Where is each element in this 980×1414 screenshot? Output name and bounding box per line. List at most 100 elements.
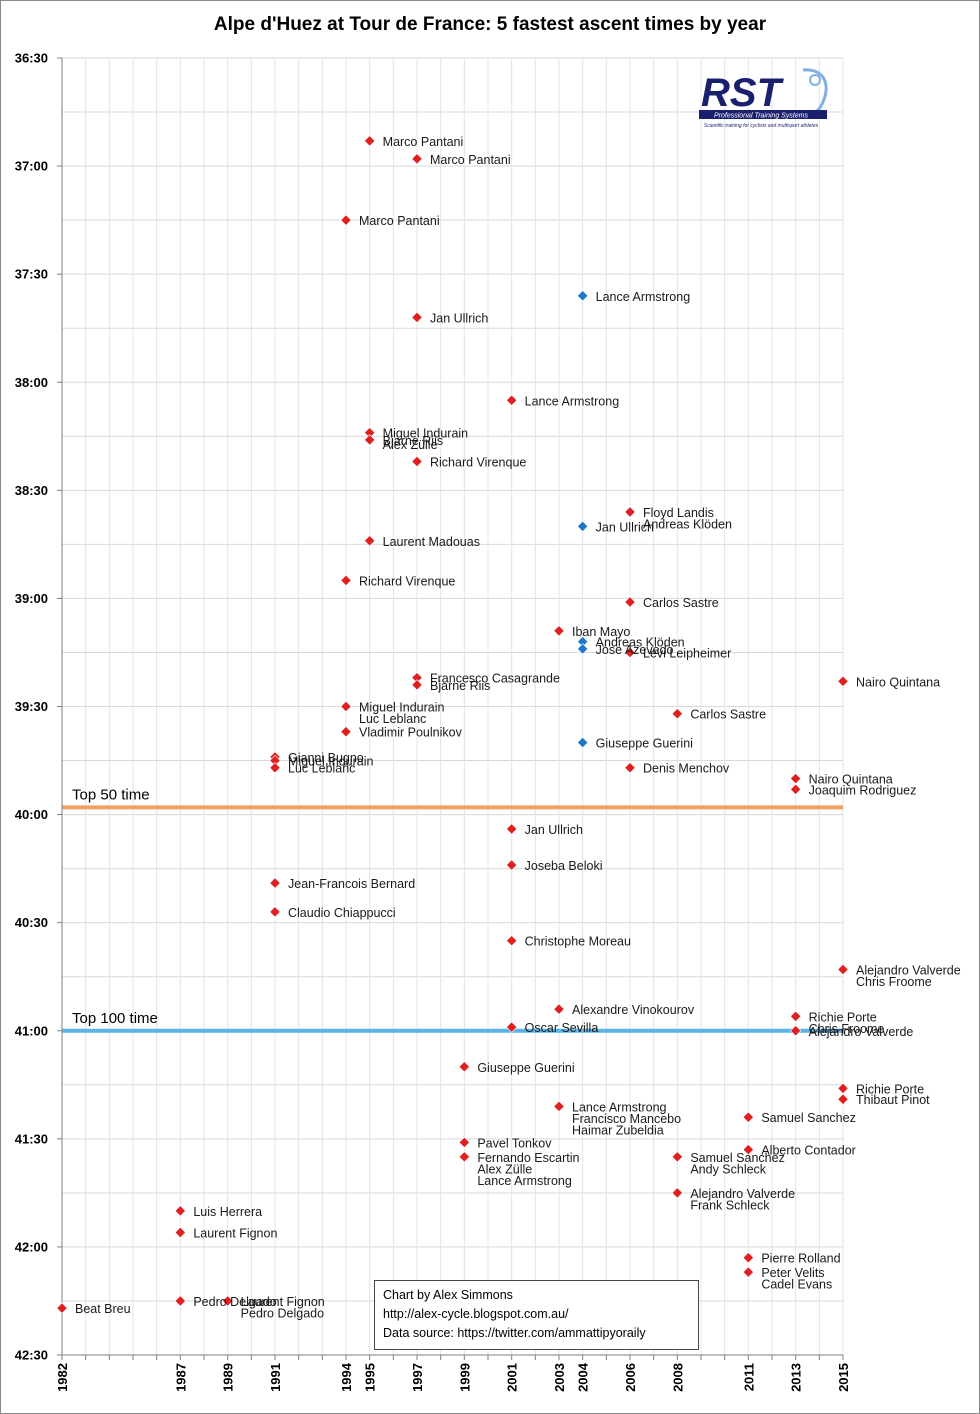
data-label: Gianni Bugno: [288, 751, 364, 765]
data-label: Alejandro Valverde: [856, 964, 961, 978]
data-label: Chris Froome: [856, 975, 932, 989]
x-tick-label: 1982: [55, 1363, 70, 1392]
data-label: Carlos Sastre: [643, 596, 719, 610]
data-point: [458, 1136, 470, 1149]
data-label: Cadel Evans: [761, 1278, 832, 1292]
data-label: Denis Menchov: [643, 762, 730, 776]
data-point: [56, 1302, 68, 1314]
y-tick-label: 37:00: [15, 159, 48, 174]
data-label: Alberto Contador: [761, 1144, 856, 1158]
data-point: [340, 726, 352, 738]
data-point: [577, 643, 589, 655]
data-label: Pedro Delgado: [193, 1295, 276, 1309]
data-point: [790, 772, 802, 785]
data-point: [742, 1111, 754, 1123]
data-point: [506, 394, 518, 406]
data-point: [624, 762, 636, 774]
data-label: Haimar Zubeldia: [572, 1123, 664, 1137]
data-point: [577, 520, 589, 532]
x-tick-label: 2008: [670, 1363, 685, 1392]
credit-source[interactable]: Data source: https://twitter.com/ammatti…: [383, 1326, 646, 1340]
x-tick-label: 2013: [789, 1363, 804, 1392]
reference-line-label: Top 50 time: [72, 786, 150, 803]
data-point: [553, 1003, 565, 1015]
data-label: Luc Leblanc: [359, 712, 426, 726]
data-point: [742, 1252, 754, 1264]
x-tick-label: 2011: [741, 1363, 756, 1391]
data-point: [411, 311, 423, 324]
y-tick-label: 41:00: [15, 1023, 48, 1038]
data-label: Joseba Beloki: [525, 859, 603, 873]
data-point: [269, 906, 281, 918]
data-label: Thibaut Pinot: [856, 1093, 930, 1107]
y-tick-label: 36:30: [15, 51, 48, 66]
data-point: [340, 700, 352, 713]
credit-url[interactable]: http://alex-cycle.blogspot.com.au/: [383, 1307, 569, 1321]
logo-banner: Professional Training Systems: [714, 113, 809, 120]
data-label: Carlos Sastre: [690, 708, 766, 722]
data-point: [174, 1295, 186, 1307]
x-tick-label: 1991: [268, 1363, 283, 1392]
data-label: Samuel Sanchez: [690, 1151, 785, 1165]
point-labels: Marco Pantani Marco Pantani Marco Pantani L…: [75, 135, 961, 1321]
data-label: Levi Leipheimer: [643, 646, 731, 660]
data-label: Miguel Indurain: [383, 427, 469, 441]
data-point: [269, 762, 281, 774]
data-point: [837, 963, 849, 976]
data-label: Fernando Escartin: [477, 1151, 579, 1165]
data-point: [671, 1151, 683, 1163]
x-tick-label: 2015: [836, 1363, 851, 1392]
data-label: Christophe Moreau: [525, 935, 631, 949]
data-label: Francesco Casagrande: [430, 672, 560, 686]
data-label: Miguel Indurain: [288, 755, 374, 769]
data-label: Pavel Tonkov: [477, 1136, 552, 1150]
data-label: Alejandro Valverde: [809, 1025, 914, 1039]
y-tick-label: 38:30: [15, 483, 48, 498]
x-tick-label: 1995: [363, 1363, 378, 1392]
x-tick-label: 1999: [457, 1363, 472, 1392]
data-point: [506, 823, 518, 835]
x-tick-label: 1997: [410, 1363, 425, 1392]
data-point: [790, 783, 802, 795]
data-point: [506, 935, 518, 947]
data-point: [269, 877, 281, 889]
reference-line-label: Top 100 time: [72, 1010, 158, 1027]
data-label: Miguel Indurain: [359, 701, 445, 715]
y-tick-label: 39:30: [15, 699, 48, 714]
data-point: [506, 859, 518, 871]
data-point: [624, 646, 636, 659]
data-point: [742, 1144, 754, 1156]
data-label: Jan Ullrich: [525, 823, 583, 837]
data-point: [553, 625, 565, 637]
data-label: Lance Armstrong: [525, 394, 620, 408]
data-label: Bjarne Riis: [430, 679, 490, 693]
data-label: Floyd Landis: [643, 506, 714, 520]
data-point: [624, 506, 636, 518]
y-tick-label: 42:30: [15, 1348, 48, 1363]
axes: 36:30 37:00 37:30 38:00 38:30 39:00 39:30 40:00…: [15, 51, 851, 1392]
data-label: Francisco Mancebo: [572, 1112, 681, 1126]
data-label: Laurent Fignon: [241, 1295, 325, 1309]
data-label: Andreas Klöden: [643, 517, 732, 531]
data-label: Laurent Madouas: [383, 535, 480, 549]
data-label: Jean-Francois Bernard: [288, 877, 415, 891]
data-point: [671, 1187, 683, 1199]
data-point: [340, 574, 352, 587]
credit-author: Chart by Alex Simmons: [383, 1288, 513, 1302]
data-label: Richard Virenque: [359, 574, 455, 588]
data-point: [671, 708, 683, 720]
data-point: [577, 736, 589, 749]
chart-title: Alpe d'Huez at Tour de France: 5 fastest…: [213, 14, 767, 35]
data-label: Chris Froome: [809, 1022, 885, 1036]
data-label: Andy Schleck: [690, 1162, 766, 1176]
logo-tagline: Scientific training for cyclists and mul…: [704, 123, 819, 129]
data-label: Nairo Quintana: [809, 773, 893, 787]
data-label: Alejandro Valverde: [690, 1187, 795, 1201]
data-point: [624, 596, 636, 608]
data-label: Lance Armstrong: [572, 1100, 667, 1114]
logo-text: RST: [701, 71, 785, 115]
y-tick-label: 42:00: [15, 1239, 48, 1254]
data-label: Marco Pantani: [383, 135, 464, 149]
data-point: [222, 1295, 234, 1307]
